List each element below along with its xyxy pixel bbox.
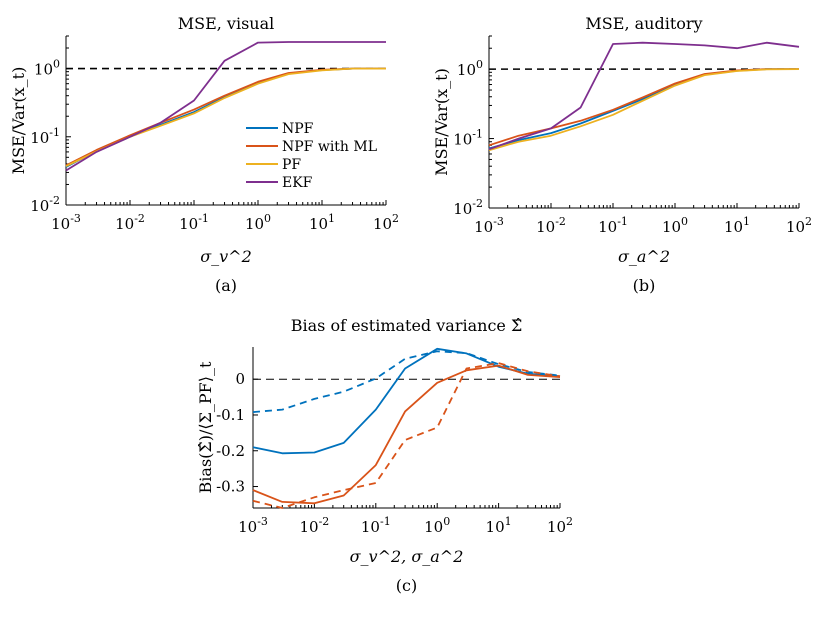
- x-tick-label: 101: [724, 215, 750, 236]
- y-axis-label: MSE/Var(x_t): [432, 68, 451, 176]
- y-tick-label: -0.1: [216, 406, 245, 424]
- x-tick-label: 101: [486, 515, 512, 536]
- panel-caption: (c): [396, 576, 417, 595]
- panel-caption: (a): [215, 276, 237, 295]
- chart-title: Bias of estimated variance Σ̂: [291, 316, 523, 335]
- x-tick-label: 102: [547, 515, 573, 536]
- series-line-ekf: [65, 41, 386, 172]
- x-tick-label: 100: [245, 212, 271, 233]
- series-line-npf-with-ml-dashed: [252, 362, 561, 509]
- x-tick-label: 10-1: [179, 212, 209, 233]
- x-tick-label: 10-1: [598, 215, 628, 236]
- y-tick-label: 10-1: [453, 128, 483, 149]
- x-tick-label: 10-1: [361, 515, 391, 536]
- x-tick-label: 102: [786, 215, 812, 236]
- y-tick-label: 10-2: [30, 194, 60, 215]
- x-tick-label: 100: [424, 515, 450, 536]
- x-tick-label: 10-3: [238, 515, 268, 536]
- legend-entry: PF: [282, 157, 301, 173]
- series-line-pf: [488, 68, 800, 152]
- x-axis-label: σ_v^2: [200, 247, 252, 266]
- chart-panel-c: 10-3 10-2 10-1 100 101 102 0 -0.1 -0.2 -0.3 Bias o…: [196, 316, 573, 595]
- legend-entry: NPF: [282, 121, 314, 137]
- x-tick-label: 100: [662, 215, 688, 236]
- x-tick-label: 10-2: [115, 212, 145, 233]
- x-tick-label: 10-2: [299, 515, 329, 536]
- legend: NPF NPF with ML PF EKF: [246, 121, 377, 191]
- series-line-ekf: [488, 41, 800, 151]
- x-tick-label: 101: [309, 212, 335, 233]
- y-tick-label: 100: [34, 58, 60, 79]
- y-axis-label: Bias(Σ̂)/⟨Σ_PF⟩_t: [196, 361, 215, 493]
- series-line-npf-with-ml-solid: [252, 364, 561, 505]
- legend-entry: EKF: [282, 175, 313, 191]
- legend-entry: NPF with ML: [282, 139, 377, 155]
- y-tick-label: 10-1: [30, 126, 60, 147]
- x-tick-label: 102: [373, 212, 399, 233]
- series-line-npf-solid: [252, 347, 561, 455]
- x-tick-label: 10-2: [536, 215, 566, 236]
- x-tick-label: 10-3: [474, 215, 504, 236]
- panel-caption: (b): [633, 276, 656, 295]
- y-axis-label: MSE/Var(x_t): [9, 67, 28, 175]
- series-line-npf: [488, 68, 799, 150]
- series-line-npf-dashed: [252, 350, 561, 413]
- x-tick-label: 10-3: [51, 212, 81, 233]
- x-axis-label: σ_v^2, σ_a^2: [350, 547, 464, 566]
- chart-title: MSE, auditory: [585, 14, 702, 33]
- y-tick-label: 10-2: [453, 197, 483, 218]
- y-tick-label: 0: [235, 370, 245, 388]
- x-axis-label: σ_a^2: [618, 247, 670, 266]
- y-tick-label: -0.2: [216, 442, 245, 460]
- y-tick-label: -0.3: [216, 478, 245, 496]
- y-tick-label: 100: [457, 58, 483, 79]
- chart-title: MSE, visual: [178, 14, 275, 33]
